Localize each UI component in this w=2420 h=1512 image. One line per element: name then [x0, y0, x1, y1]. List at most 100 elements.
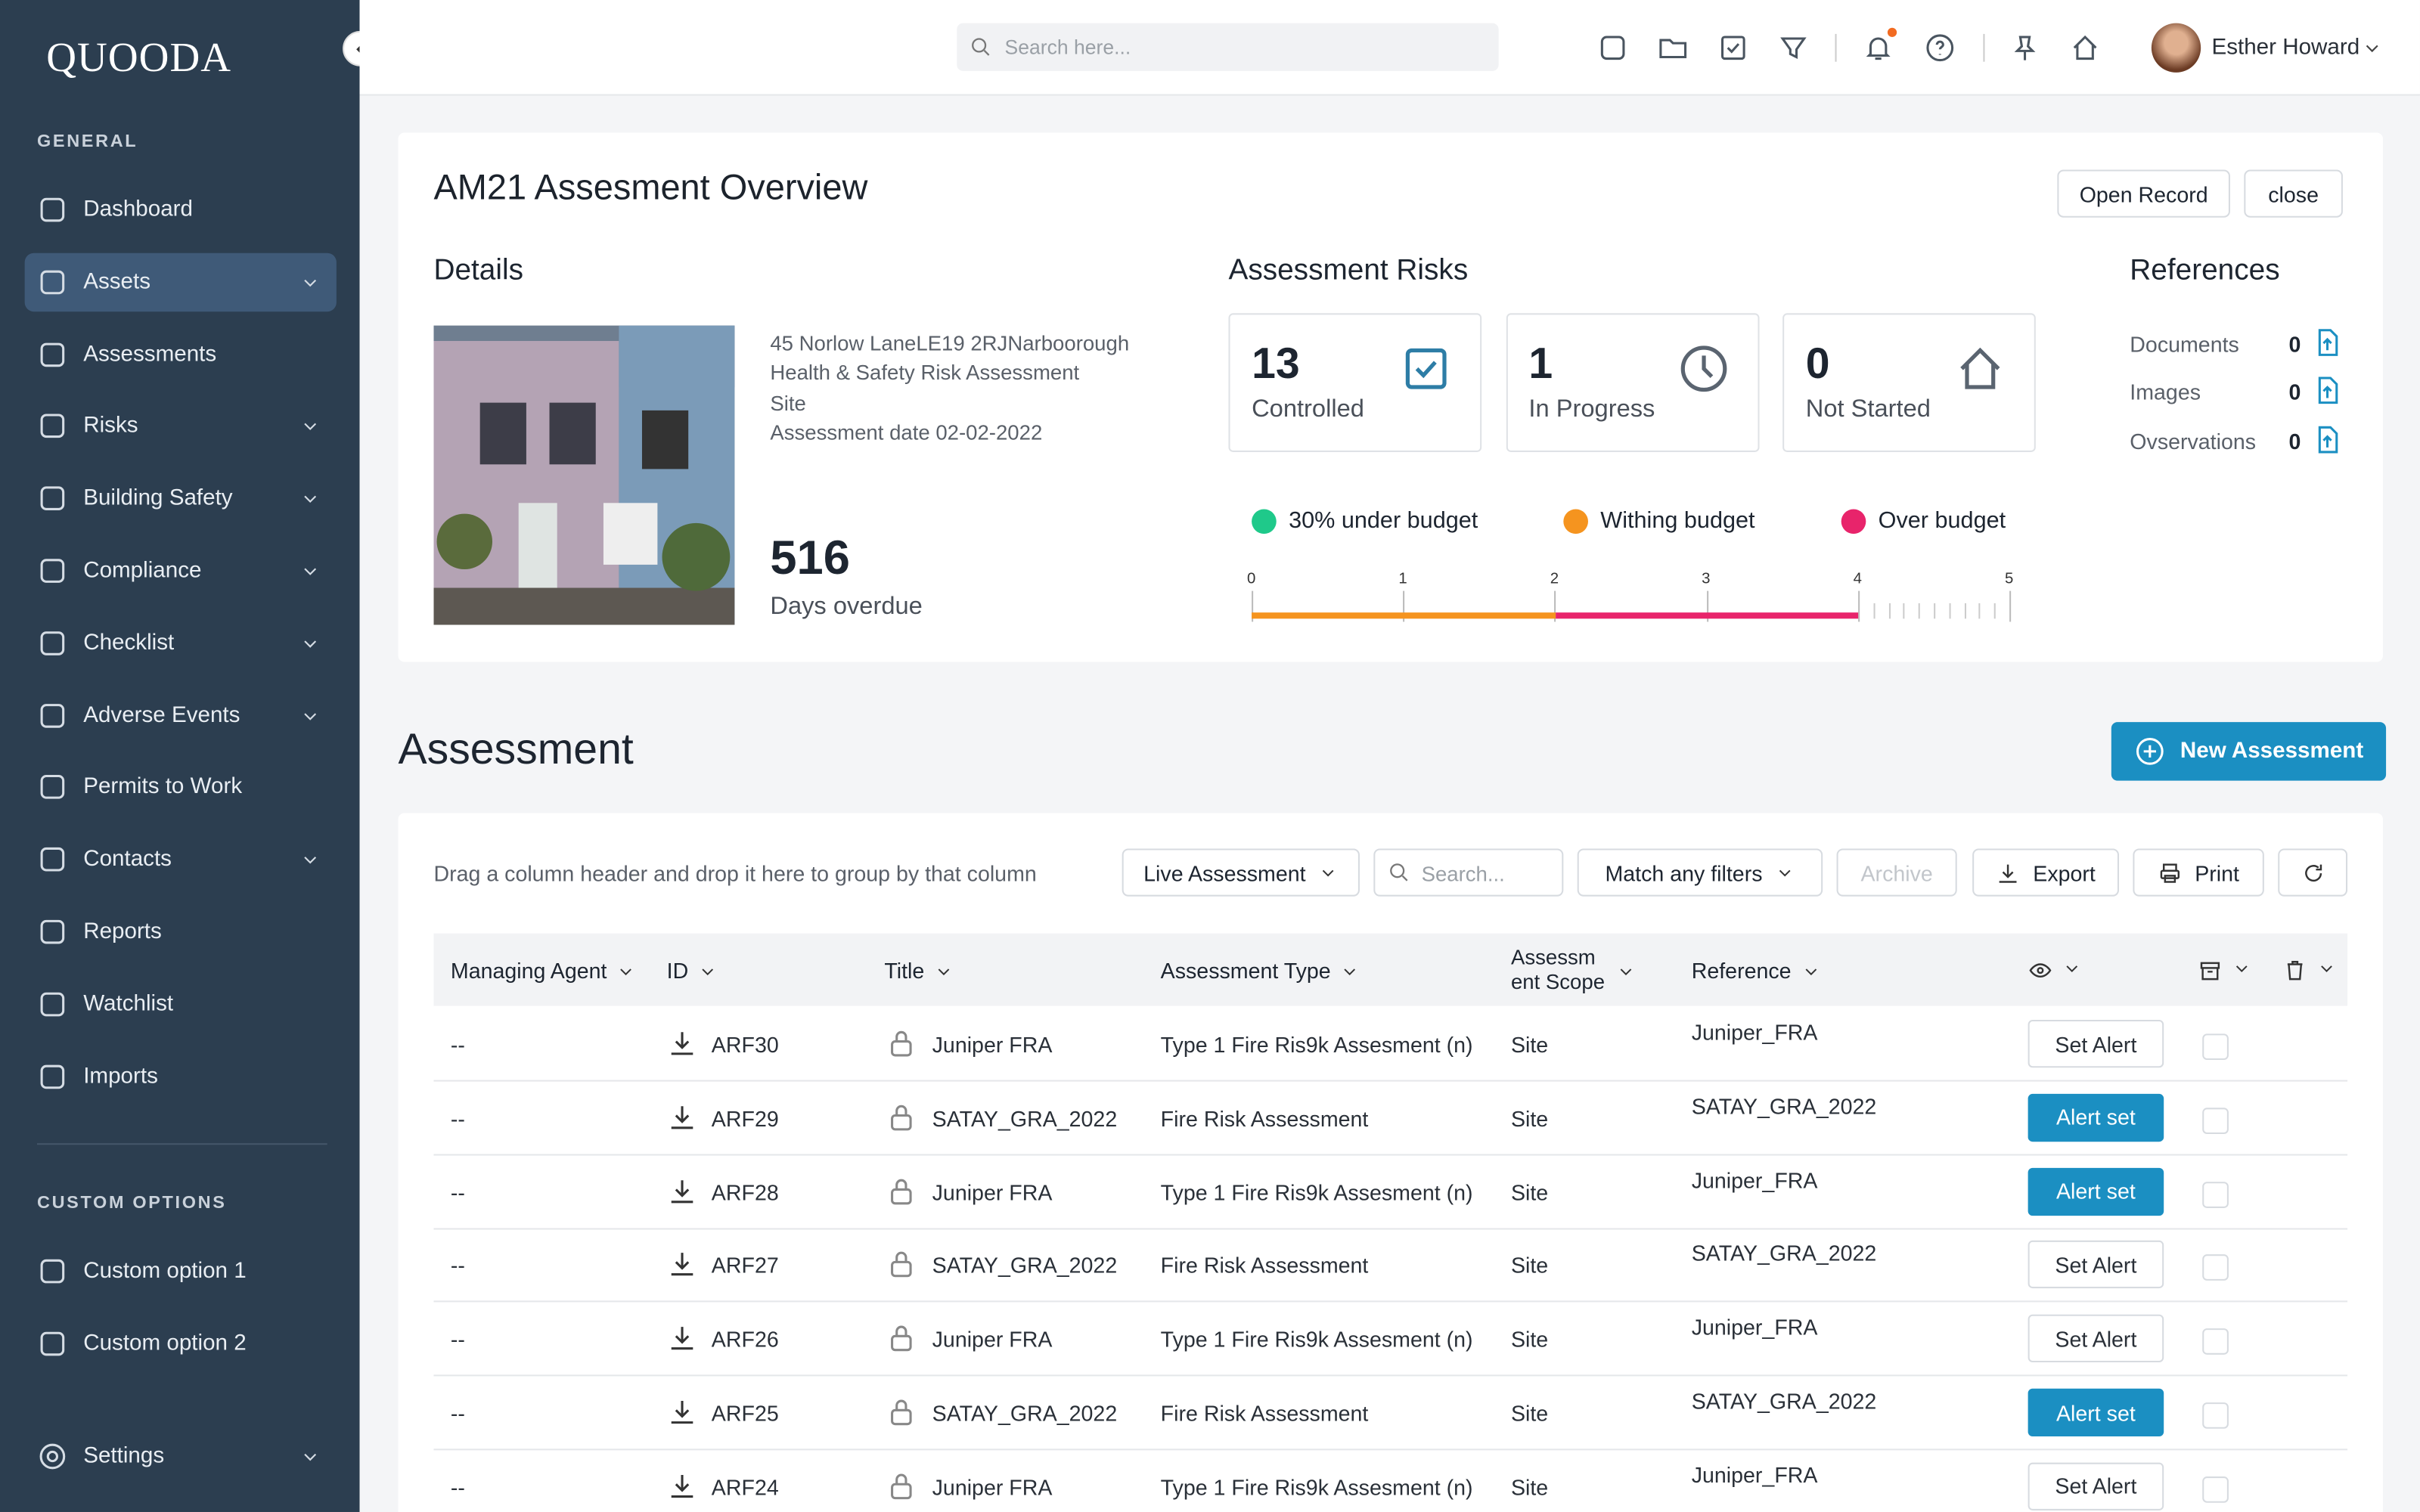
toolbar-icon[interactable] [1596, 31, 1630, 65]
column-header[interactable]: Assessment Scope [1511, 946, 1636, 995]
search-box[interactable]: Search here... [957, 23, 1499, 71]
column-header[interactable] [2282, 958, 2336, 983]
column-header[interactable]: Managing Agent [451, 958, 636, 983]
alert-button[interactable]: Alert set [2028, 1388, 2164, 1436]
column-header[interactable] [2198, 958, 2251, 983]
nav-label: Checklist [83, 631, 175, 655]
toolbar-button[interactable]: Export [1972, 848, 2120, 897]
nav-item[interactable]: Watchlist [25, 974, 337, 1033]
download-icon[interactable] [667, 1101, 698, 1140]
divider [1835, 33, 1837, 62]
download-icon[interactable] [667, 1322, 698, 1361]
upload-icon[interactable] [2312, 423, 2343, 462]
cell-id: ARF26 [711, 1327, 779, 1352]
nav-item[interactable]: Checklist [25, 614, 337, 673]
icon [40, 486, 65, 511]
row-checkbox[interactable] [2202, 1328, 2229, 1356]
column-header[interactable]: ID [667, 958, 718, 983]
alert-button[interactable]: Set Alert [2028, 1462, 2164, 1510]
nav-item[interactable]: Reports [25, 903, 337, 962]
nav-item[interactable]: Permits to Work [25, 758, 337, 817]
icon [1405, 348, 1447, 389]
icon [304, 1453, 317, 1461]
column-header[interactable]: Reference [1692, 958, 1821, 983]
nav-item[interactable]: Settings [25, 1427, 337, 1486]
alert-button[interactable]: Set Alert [2028, 1241, 2164, 1289]
nav-item[interactable]: Building Safety [25, 469, 337, 528]
alert-button[interactable]: Set Alert [2028, 1019, 2164, 1068]
button-label: Match any filters [1605, 860, 1763, 885]
nav-icon [37, 339, 68, 377]
lock-icon [886, 1470, 917, 1508]
download-icon[interactable] [667, 1249, 698, 1287]
table-search[interactable]: Search... [1373, 848, 1564, 897]
column-header[interactable] [2028, 958, 2082, 983]
nav-label: Imports [83, 1064, 158, 1089]
nav-item[interactable]: Imports [25, 1047, 337, 1106]
header-button[interactable]: close [2244, 169, 2343, 218]
table-row: -- ARF28 Juniper FRA Type 1 Fire Ris9k Asse… [433, 1155, 2348, 1229]
nav-item[interactable]: Custom option 2 [25, 1315, 337, 1374]
toolbar-icon[interactable] [2008, 31, 2042, 65]
toolbar-icon[interactable] [2068, 31, 2102, 65]
alert-button[interactable]: Set Alert [2028, 1315, 2164, 1363]
nav-item[interactable]: Dashboard [25, 181, 337, 240]
nav-item[interactable]: Adverse Events [25, 686, 337, 745]
alert-button[interactable]: Alert set [2028, 1167, 2164, 1216]
nav-item[interactable]: Contacts [25, 830, 337, 889]
reference-count: 0 [2288, 380, 2301, 405]
column-header[interactable]: Assessment Type [1161, 958, 1360, 983]
cell-id: ARF29 [711, 1105, 779, 1131]
row-checkbox[interactable] [2202, 1181, 2229, 1208]
new-assessment-button[interactable]: New Assessment [2111, 722, 2387, 781]
upload-icon[interactable] [2312, 327, 2343, 366]
minor-tick [1979, 603, 1981, 619]
icon [891, 1105, 912, 1130]
header-button[interactable]: Open Record [2057, 169, 2230, 218]
days-count: 516 [770, 531, 850, 585]
budget-bar [1556, 612, 1859, 619]
nav-item[interactable]: Risks [25, 397, 337, 456]
toolbar-icon[interactable] [1656, 31, 1690, 65]
download-icon[interactable] [667, 1470, 698, 1508]
row-checkbox[interactable] [2202, 1107, 2229, 1134]
toolbar-button[interactable]: Print [2133, 848, 2264, 897]
row-checkbox[interactable] [2202, 1476, 2229, 1503]
nav-item[interactable]: Assets [24, 253, 337, 311]
nav-icon [37, 556, 68, 594]
column-header[interactable]: Title [884, 958, 954, 983]
toolbar-icon[interactable] [1716, 31, 1750, 65]
nav-item[interactable]: Assessments [25, 325, 337, 384]
budget-bar [1252, 612, 1556, 619]
reference-label: Images [2130, 380, 2201, 405]
upload-icon[interactable] [2312, 376, 2343, 414]
row-checkbox[interactable] [2202, 1033, 2229, 1061]
nav-item[interactable]: Custom option 1 [25, 1242, 337, 1301]
toolbar-button[interactable]: Match any filters [1577, 848, 1823, 897]
user-name[interactable]: Esther Howard [2211, 35, 2360, 60]
toolbar-button[interactable]: Archive [1836, 848, 1957, 897]
toolbar-icon[interactable] [1923, 31, 1957, 65]
download-icon[interactable] [667, 1396, 698, 1435]
icon [304, 568, 317, 575]
alert-button[interactable]: Alert set [2028, 1093, 2164, 1142]
nav-label: Reports [83, 919, 162, 944]
nav-item[interactable]: Compliance [25, 541, 337, 600]
table-row: -- ARF30 Juniper FRA Type 1 Fire Ris9k Asse… [433, 1008, 2348, 1082]
download-icon[interactable] [667, 1175, 698, 1213]
icon-wrap [1925, 33, 1956, 71]
toolbar-button[interactable]: Live Assessment [1122, 848, 1360, 897]
icon [304, 423, 317, 431]
nav-icon [37, 1256, 68, 1294]
row-checkbox[interactable] [2202, 1254, 2229, 1281]
toolbar-icon[interactable] [1776, 31, 1810, 65]
icon [304, 712, 317, 720]
column-label: Assessment Scope [1510, 946, 1606, 994]
row-checkbox[interactable] [2202, 1402, 2229, 1429]
download-icon[interactable] [667, 1027, 698, 1066]
nav-icon [37, 916, 68, 955]
toolbar-button[interactable] [2278, 848, 2348, 897]
icon [2029, 963, 2052, 978]
nav-icon [37, 483, 68, 522]
toolbar-icon[interactable] [1861, 31, 1895, 65]
